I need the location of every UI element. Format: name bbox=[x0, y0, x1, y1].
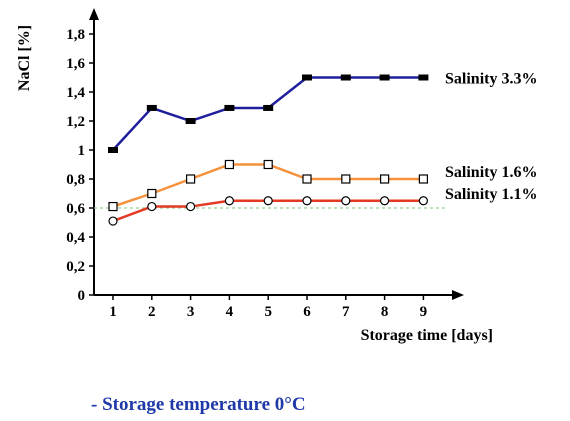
series-label: Salinity 1.1% bbox=[445, 186, 537, 203]
data-point bbox=[302, 174, 312, 184]
x-tick-label: 3 bbox=[187, 304, 195, 320]
y-tick-label: 1,6 bbox=[66, 56, 85, 72]
data-point bbox=[186, 174, 196, 184]
x-tick-label: 8 bbox=[381, 304, 389, 320]
y-axis-arrow bbox=[89, 8, 99, 20]
data-point bbox=[263, 104, 274, 111]
data-point bbox=[302, 196, 312, 206]
data-point bbox=[302, 74, 312, 81]
data-point bbox=[186, 201, 196, 212]
series-layer bbox=[108, 74, 429, 226]
data-point bbox=[108, 216, 118, 226]
data-point bbox=[147, 188, 157, 199]
data-point bbox=[263, 196, 273, 206]
y-tick-label: 0,6 bbox=[66, 201, 85, 217]
x-tick-label: 4 bbox=[226, 304, 234, 320]
series-2 bbox=[108, 159, 428, 212]
data-point bbox=[146, 104, 157, 111]
y-tick-label: 0,8 bbox=[66, 172, 85, 188]
y-tick-label: 0 bbox=[78, 288, 86, 304]
y-tick-label: 0,4 bbox=[66, 230, 85, 246]
data-point bbox=[224, 196, 234, 206]
y-tick-label: 1 bbox=[78, 143, 86, 159]
x-tick-label: 2 bbox=[148, 304, 156, 320]
data-point bbox=[263, 159, 273, 170]
data-point bbox=[108, 147, 118, 153]
y-tick-label: 0,2 bbox=[66, 259, 85, 275]
axes bbox=[89, 8, 464, 300]
data-point bbox=[418, 174, 428, 184]
data-point bbox=[380, 196, 390, 206]
data-point bbox=[341, 174, 351, 184]
series-3 bbox=[108, 196, 428, 226]
series-line bbox=[112, 76, 424, 151]
data-point bbox=[418, 196, 428, 206]
labels-layer: 0 0,2 0,4 0,6 0,8 1 1,2 1,4 1,6 1,8 1 2 3 4 5 6 7 8 9 Stora… bbox=[16, 25, 537, 344]
data-point bbox=[185, 118, 196, 124]
y-tick-label: 1,8 bbox=[66, 27, 85, 43]
data-point bbox=[380, 174, 390, 184]
series-label: Salinity 1.6% bbox=[445, 164, 537, 181]
x-tick-label: 1 bbox=[109, 304, 117, 320]
x-axis-arrow bbox=[452, 290, 464, 300]
x-tick-label: 7 bbox=[342, 304, 350, 320]
data-point bbox=[224, 159, 234, 170]
series-label: Salinity 3.3% bbox=[445, 71, 537, 88]
series-1 bbox=[108, 74, 429, 153]
data-point bbox=[340, 74, 351, 81]
x-axis-label: Storage time [days] bbox=[361, 327, 493, 344]
data-point bbox=[147, 201, 157, 212]
y-tick-label: 1,4 bbox=[66, 85, 85, 101]
data-point bbox=[418, 74, 429, 81]
data-point bbox=[224, 104, 235, 111]
storage-temperature-note: - Storage temperature 0°C bbox=[91, 394, 306, 415]
y-tick-label: 1,2 bbox=[66, 114, 85, 130]
x-tick-label: 9 bbox=[420, 304, 428, 320]
x-tick-label: 6 bbox=[303, 304, 311, 320]
data-point bbox=[341, 196, 351, 206]
data-point bbox=[108, 201, 118, 212]
data-point bbox=[379, 74, 390, 81]
y-axis-label: NaCl [%] bbox=[16, 25, 33, 91]
x-tick-label: 5 bbox=[264, 304, 272, 320]
